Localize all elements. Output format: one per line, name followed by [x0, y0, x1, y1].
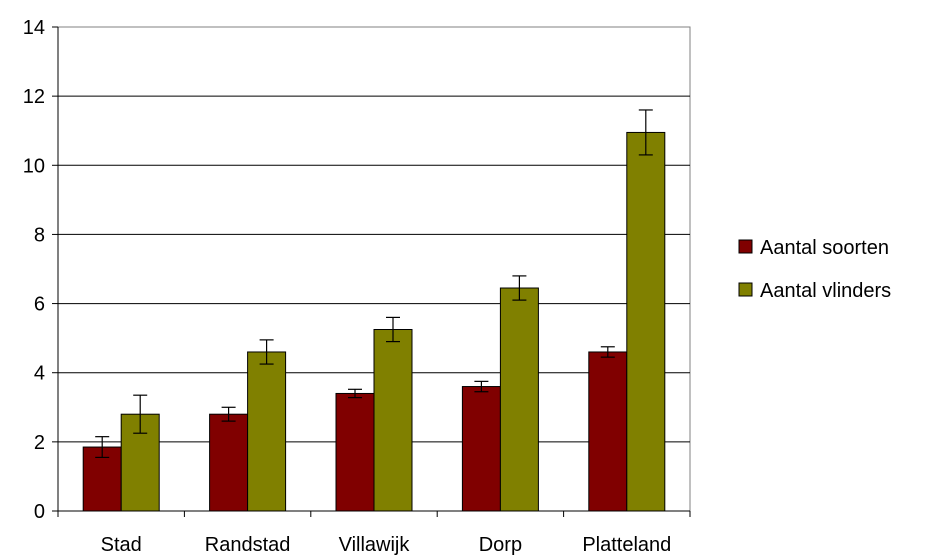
y-tick-label: 12: [23, 86, 45, 108]
x-axis-ticks: Stad Randstad Villawijk Dorp Platteland: [57, 511, 691, 556]
error-bars: [95, 109, 653, 459]
y-tick-label: 2: [34, 432, 45, 454]
bar-aantal-soorten: [461, 386, 501, 512]
x-tick-label: Dorp: [479, 534, 522, 556]
y-tick-label: 10: [23, 155, 45, 177]
legend-swatch-aantal-vlinders: [738, 282, 753, 297]
legend-label-aantal-soorten: Aantal soorten: [760, 237, 889, 259]
bar-aantal-vlinders: [626, 131, 666, 512]
y-tick-label: 0: [34, 501, 45, 523]
x-tick-label: Stad: [101, 534, 142, 556]
x-tick-label: Platteland: [582, 534, 671, 556]
bar-aantal-soorten: [588, 351, 628, 512]
bar-aantal-vlinders: [499, 287, 539, 512]
x-tick-label: Villawijk: [339, 534, 411, 556]
y-tick-label: 6: [34, 294, 45, 316]
bar-aantal-vlinders: [373, 329, 413, 512]
y-axis-ticks: 0 2 4 6 8 10 12 14: [23, 17, 58, 523]
legend: Aantal soorten Aantal vlinders: [738, 237, 891, 302]
bar-aantal-vlinders: [247, 351, 287, 512]
x-tick-label: Randstad: [205, 534, 291, 556]
y-tick-label: 4: [34, 363, 45, 385]
y-tick-label: 14: [23, 17, 45, 39]
y-tick-label: 8: [34, 224, 45, 246]
bar-aantal-soorten: [209, 413, 249, 512]
gridlines: [58, 95, 690, 443]
legend-label-aantal-vlinders: Aantal vlinders: [760, 280, 891, 302]
bar-aantal-soorten: [335, 392, 375, 512]
bars: [82, 131, 666, 512]
legend-swatch-aantal-soorten: [738, 239, 753, 254]
